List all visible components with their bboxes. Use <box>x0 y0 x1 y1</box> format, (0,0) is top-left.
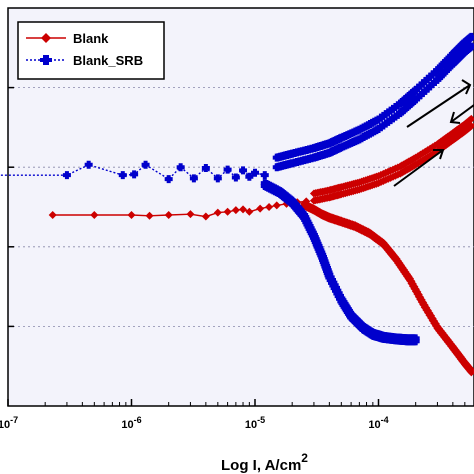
data-point <box>251 168 259 177</box>
legend-label-blank: Blank <box>73 31 109 46</box>
data-point <box>272 201 281 210</box>
data-point <box>223 207 232 216</box>
data-point <box>467 32 474 41</box>
arrow-icon <box>406 84 471 128</box>
data-point <box>118 171 127 180</box>
data-point <box>239 205 248 214</box>
data-point <box>467 368 474 377</box>
data-point <box>245 207 254 216</box>
data-point <box>62 171 71 180</box>
data-point <box>189 174 198 183</box>
data-point <box>231 206 240 215</box>
x-tick-label: 10-5 <box>245 415 265 431</box>
data-point <box>467 42 474 51</box>
data-point <box>256 204 265 213</box>
data-point <box>201 163 210 172</box>
x-tick-label: 10-6 <box>121 415 141 431</box>
data-point <box>411 337 420 346</box>
data-point <box>231 173 240 182</box>
legend-marker-blank <box>41 33 51 43</box>
data-point <box>239 166 248 175</box>
data-point <box>213 208 222 217</box>
data-point <box>176 163 185 172</box>
legend-label-blank-srb: Blank_SRB <box>73 53 143 68</box>
data-point <box>201 212 210 221</box>
arrow-icon <box>449 111 461 124</box>
arrow-icon <box>450 104 474 123</box>
data-point <box>164 175 173 184</box>
data-point <box>467 122 474 131</box>
data-point <box>213 174 222 183</box>
data-point <box>141 160 150 169</box>
legend-marker-blank-srb <box>40 55 52 65</box>
x-axis-label: Log I, A/cm2 <box>221 451 308 474</box>
arrow-icon <box>433 149 445 160</box>
x-tick-label: 10-7 <box>0 415 18 431</box>
data-point <box>145 211 154 220</box>
data-point <box>223 165 232 174</box>
data-point <box>48 210 57 219</box>
legend-box <box>17 21 165 80</box>
data-point <box>186 210 195 219</box>
x-tick-label: 10-4 <box>368 415 388 431</box>
data-point <box>265 203 274 211</box>
series-blank-srb <box>0 32 474 346</box>
data-point <box>127 210 136 219</box>
grid-lines <box>8 86 474 328</box>
legend: Blank Blank_SRB <box>17 21 165 80</box>
arrow-icon <box>461 79 472 95</box>
data-point <box>84 160 93 169</box>
data-point <box>467 114 474 123</box>
data-point <box>90 210 99 219</box>
direction-arrows <box>393 79 474 187</box>
x-axis: 10-7 10-6 10-5 10-4 <box>0 399 466 431</box>
data-point <box>130 170 139 179</box>
data-point <box>260 171 269 180</box>
arrow-icon <box>393 149 444 187</box>
data-point <box>164 210 173 219</box>
